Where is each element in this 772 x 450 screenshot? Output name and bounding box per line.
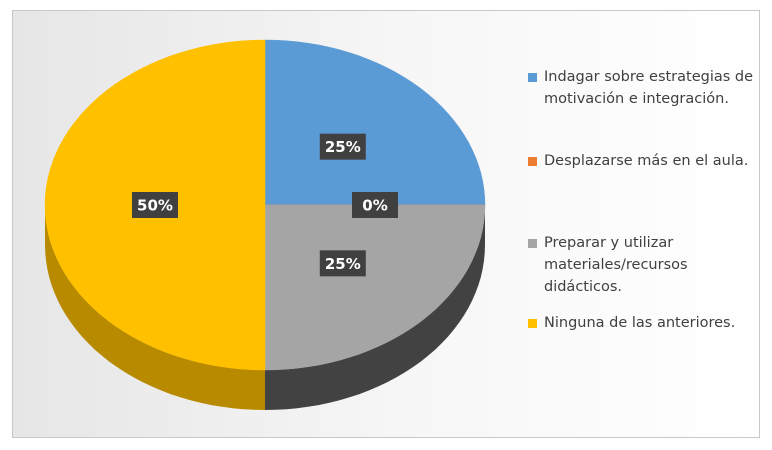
- legend-label: Indagar sobre estrategias de motivación …: [544, 69, 754, 107]
- data-label: 50%: [137, 197, 173, 215]
- legend-swatch: [528, 319, 537, 328]
- data-label-box: [352, 192, 398, 218]
- legend-item: Preparar y utilizar materiales/recursos …: [528, 232, 758, 298]
- data-label-box: [319, 250, 366, 277]
- legend-item: Ninguna de las anteriores.: [528, 312, 758, 334]
- slice: [264, 39, 486, 206]
- legend-item: Indagar sobre estrategias de motivación …: [528, 66, 758, 110]
- data-label: 25%: [325, 255, 361, 273]
- legend-label: Preparar y utilizar materiales/recursos …: [544, 235, 688, 295]
- legend-swatch: [528, 239, 537, 248]
- data-label: 25%: [325, 138, 361, 156]
- legend-swatch: [528, 73, 537, 82]
- legend-item: Desplazarse más en el aula.: [528, 150, 758, 172]
- data-label: 0%: [362, 197, 387, 215]
- legend-label: Desplazarse más en el aula.: [544, 153, 749, 169]
- data-label-box: [132, 192, 178, 218]
- legend-label: Ninguna de las anteriores.: [544, 315, 736, 331]
- data-label-box: [319, 133, 366, 160]
- slice-side: [45, 205, 265, 410]
- slice-side: [265, 205, 485, 410]
- legend-swatch: [528, 157, 537, 166]
- slice: [264, 204, 486, 371]
